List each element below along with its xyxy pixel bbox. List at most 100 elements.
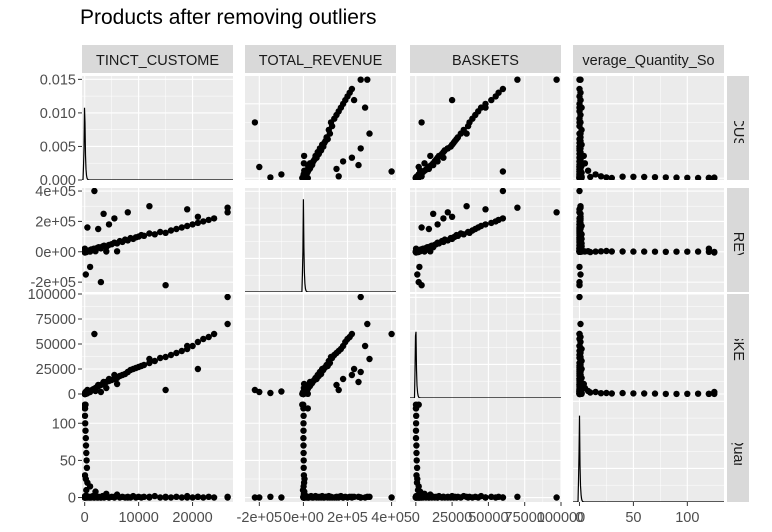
- scatter-point: [673, 248, 680, 255]
- column-strip-label: TINCT_CUSTOME: [96, 53, 219, 69]
- scatter-point: [162, 494, 169, 501]
- scatter-point: [463, 130, 470, 137]
- y-tick-label: 25000: [36, 362, 76, 378]
- scatter-point: [189, 494, 196, 501]
- scatter-point: [705, 390, 713, 398]
- scatter-point: [651, 248, 659, 255]
- scatter-point: [97, 388, 105, 396]
- y-tick-label: 0.000: [40, 173, 76, 189]
- scatter-point: [592, 248, 599, 255]
- scatter-point: [184, 342, 191, 350]
- scatter-point: [482, 494, 489, 501]
- scatter-point: [105, 375, 113, 383]
- scatter-point: [146, 230, 153, 237]
- scatter-point: [495, 89, 502, 96]
- scatter-point: [200, 335, 207, 343]
- scatter-point: [95, 381, 102, 389]
- scatter-point: [339, 158, 347, 165]
- scatter-point: [413, 457, 420, 464]
- panel-3-2: [410, 398, 562, 502]
- scatter-point: [448, 96, 456, 104]
- scatter-point: [482, 104, 489, 111]
- scatter-point: [421, 490, 428, 497]
- scatter-point: [194, 493, 202, 500]
- scatter-point: [140, 493, 148, 500]
- scatter-point: [425, 165, 433, 173]
- scatter-point: [194, 213, 202, 220]
- scatter-point: [92, 387, 99, 395]
- x-tick-label: 4e+05: [371, 510, 412, 526]
- scatter-point: [83, 486, 90, 494]
- row-strip: [727, 188, 749, 292]
- scatter-point: [251, 386, 259, 394]
- scatter-point: [576, 209, 583, 216]
- scatter-point: [553, 494, 560, 501]
- panel-1-0: [82, 188, 233, 292]
- panel-0-2: [410, 76, 562, 180]
- scatter-point: [224, 209, 231, 216]
- row-strip-label: BASKETS: [730, 313, 746, 380]
- x-tick-label: 20000: [172, 510, 212, 526]
- scatter-point: [364, 76, 371, 83]
- scatter-point: [580, 152, 587, 160]
- scatter-point: [300, 412, 307, 419]
- scatter-point: [300, 160, 308, 167]
- scatter-point: [418, 119, 425, 126]
- scatter-point: [576, 342, 583, 350]
- row-strip-label: CT_CUSTO: [730, 89, 746, 167]
- scatter-point: [619, 173, 626, 180]
- panel-3-1: [245, 398, 396, 502]
- scatter-point: [210, 215, 218, 222]
- scatter-point: [414, 271, 421, 278]
- scatter-point: [413, 464, 421, 471]
- panel-0-3: [573, 76, 724, 180]
- scatter-point: [357, 145, 364, 152]
- x-tick-label: 100: [675, 510, 699, 526]
- scatter-point: [189, 221, 196, 228]
- scatter-point: [684, 390, 691, 397]
- scatter-point: [157, 494, 164, 501]
- scatter-point: [357, 368, 364, 376]
- scatter-point: [167, 227, 175, 234]
- scatter-point: [651, 174, 659, 180]
- scatter-point: [553, 76, 560, 83]
- scatter-point: [162, 353, 169, 361]
- panel-background: [410, 294, 561, 398]
- panel-background: [245, 398, 396, 502]
- scatter-point: [355, 161, 362, 169]
- scatter-point: [140, 232, 148, 239]
- scatter-point: [333, 381, 340, 389]
- scatter-point: [205, 333, 212, 341]
- scatter-point: [413, 449, 420, 457]
- scatter-point: [514, 76, 521, 83]
- column-strip-label-group: TOTAL_REVENUE: [259, 53, 383, 69]
- column-strip: [573, 45, 724, 73]
- scatter-point: [173, 349, 180, 357]
- scatter-point: [256, 163, 263, 171]
- scatter-point: [100, 210, 107, 217]
- scatter-point: [162, 282, 169, 289]
- scatter-point: [499, 85, 507, 93]
- scatter-point: [95, 225, 102, 233]
- scatter-point: [418, 224, 425, 231]
- row-strip: [727, 76, 749, 180]
- panel-background: [410, 398, 561, 502]
- row-strip-label: ge_Quantity: [730, 411, 746, 490]
- scatter-point: [608, 248, 615, 255]
- scatter-point: [412, 248, 420, 255]
- scatter-point: [434, 221, 441, 228]
- scatter-point: [499, 168, 507, 175]
- scatter-point: [348, 85, 356, 93]
- scatter-point: [151, 492, 158, 500]
- scatter-point: [705, 174, 713, 180]
- scatter-point: [499, 215, 507, 222]
- panel-marks: [576, 188, 718, 289]
- scatter-point: [694, 390, 702, 397]
- scatter-point: [416, 263, 423, 271]
- scatter-point: [463, 493, 470, 500]
- scatter-point: [97, 494, 105, 501]
- scatter-point: [84, 493, 91, 500]
- scatter-point: [162, 229, 169, 236]
- scatter-point: [146, 203, 153, 210]
- panel-background: [82, 398, 233, 502]
